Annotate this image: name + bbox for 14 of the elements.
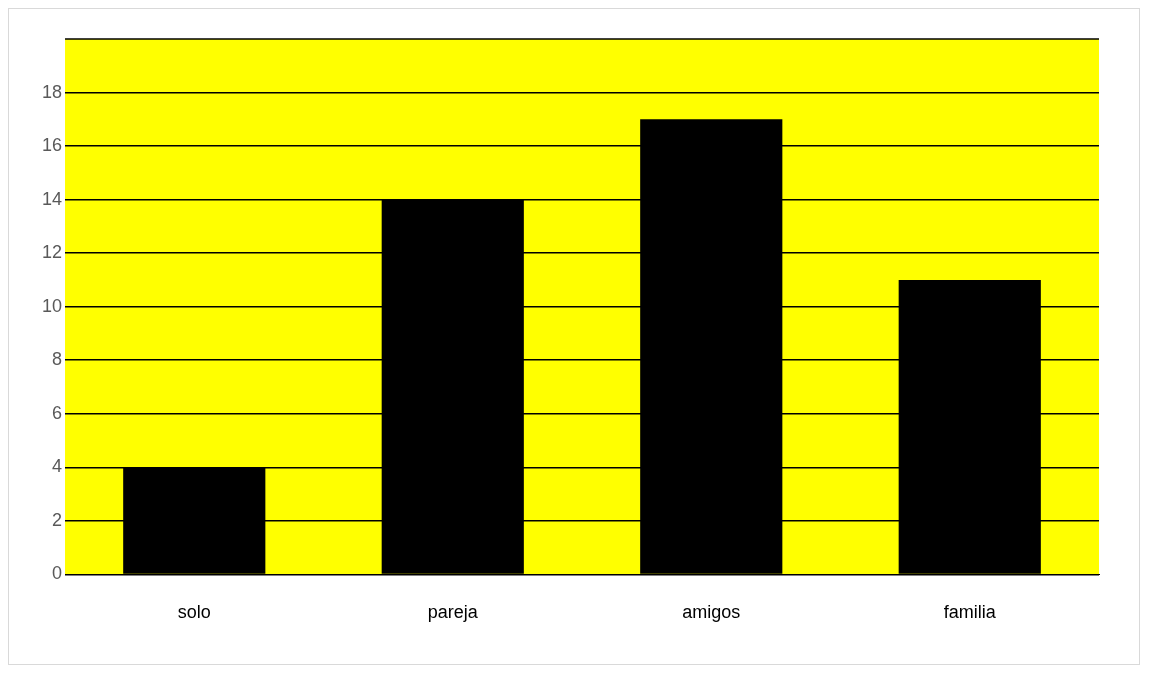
x-tick-label: solo [177,602,211,623]
y-tick-label: 10 [41,295,63,316]
x-tick-label: amigos [682,602,741,623]
y-tick-label: 14 [41,188,63,209]
y-tick-label: 16 [41,135,63,156]
y-tick-label: 2 [52,509,63,530]
y-tick-label: 8 [52,349,63,370]
y-tick-label: 18 [41,81,63,102]
x-tick-label: familia [943,602,997,623]
y-tick-label: 0 [52,563,63,584]
y-tick-label: 12 [41,242,63,263]
y-tick-label: 6 [52,402,63,423]
x-tick-label: pareja [427,602,479,623]
y-tick-label: 4 [52,456,63,477]
